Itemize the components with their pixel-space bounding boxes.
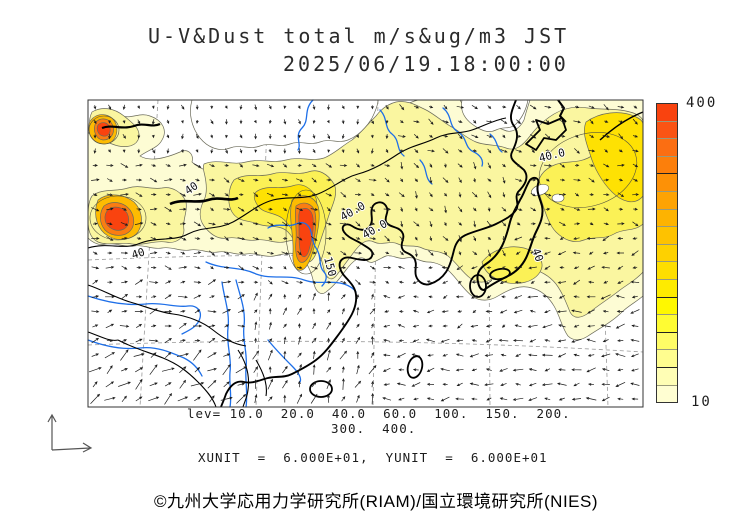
map-frame [87,99,644,408]
colorbar-segment [657,120,677,139]
contour-levels-line1: lev= 10.0 20.0 40.0 60.0 100. 150. 200. [187,406,571,421]
contour-label: 40 [130,245,147,261]
colorbar-segment [657,384,677,403]
chart-title: U-V&Dust total m/s&ug/m3 JST [148,24,570,48]
contour-label: 40 [529,247,546,264]
colorbar-segment [657,366,677,385]
contour-levels-line2: 300. 400. [331,421,417,436]
colorbar-segment [657,208,677,227]
colorbar-max-label: 400 [686,95,718,111]
colorbar-segment [657,243,677,262]
colorbar-segment [657,314,677,332]
map-plot-area: 40 40 40.0 40.0 150 40.0 40 [87,99,644,408]
colorbar-segment [657,296,677,315]
colorbar-segment [657,278,677,297]
contour-label: 150 [321,255,339,278]
colorbar-segment [657,226,677,244]
colorbar-segment [657,173,677,191]
colorbar-segment [657,349,677,367]
vector-units-line: XUNIT = 6.000E+01, YUNIT = 6.000E+01 [198,450,548,465]
colorbar-min-label: 10 [691,394,712,410]
copyright-text: ©九州大学応用力学研究所(RIAM)/国立環境研究所(NIES) [153,492,599,511]
coastlines [101,99,644,408]
border-lines [87,117,507,408]
colorbar-segment [657,155,677,174]
colorbar-segment [657,104,677,121]
colorbar-segment [657,261,677,279]
colorbar-segment [657,138,677,156]
colorbar [656,103,678,403]
colorbar-segment [657,190,677,209]
contour-line-rings [88,115,638,275]
colorbar-segment [657,331,677,350]
chart-timestamp: 2025/06/19.18:00:00 [283,52,569,76]
axes-arrows-icon [47,413,93,453]
wind-vector-field [88,104,640,405]
